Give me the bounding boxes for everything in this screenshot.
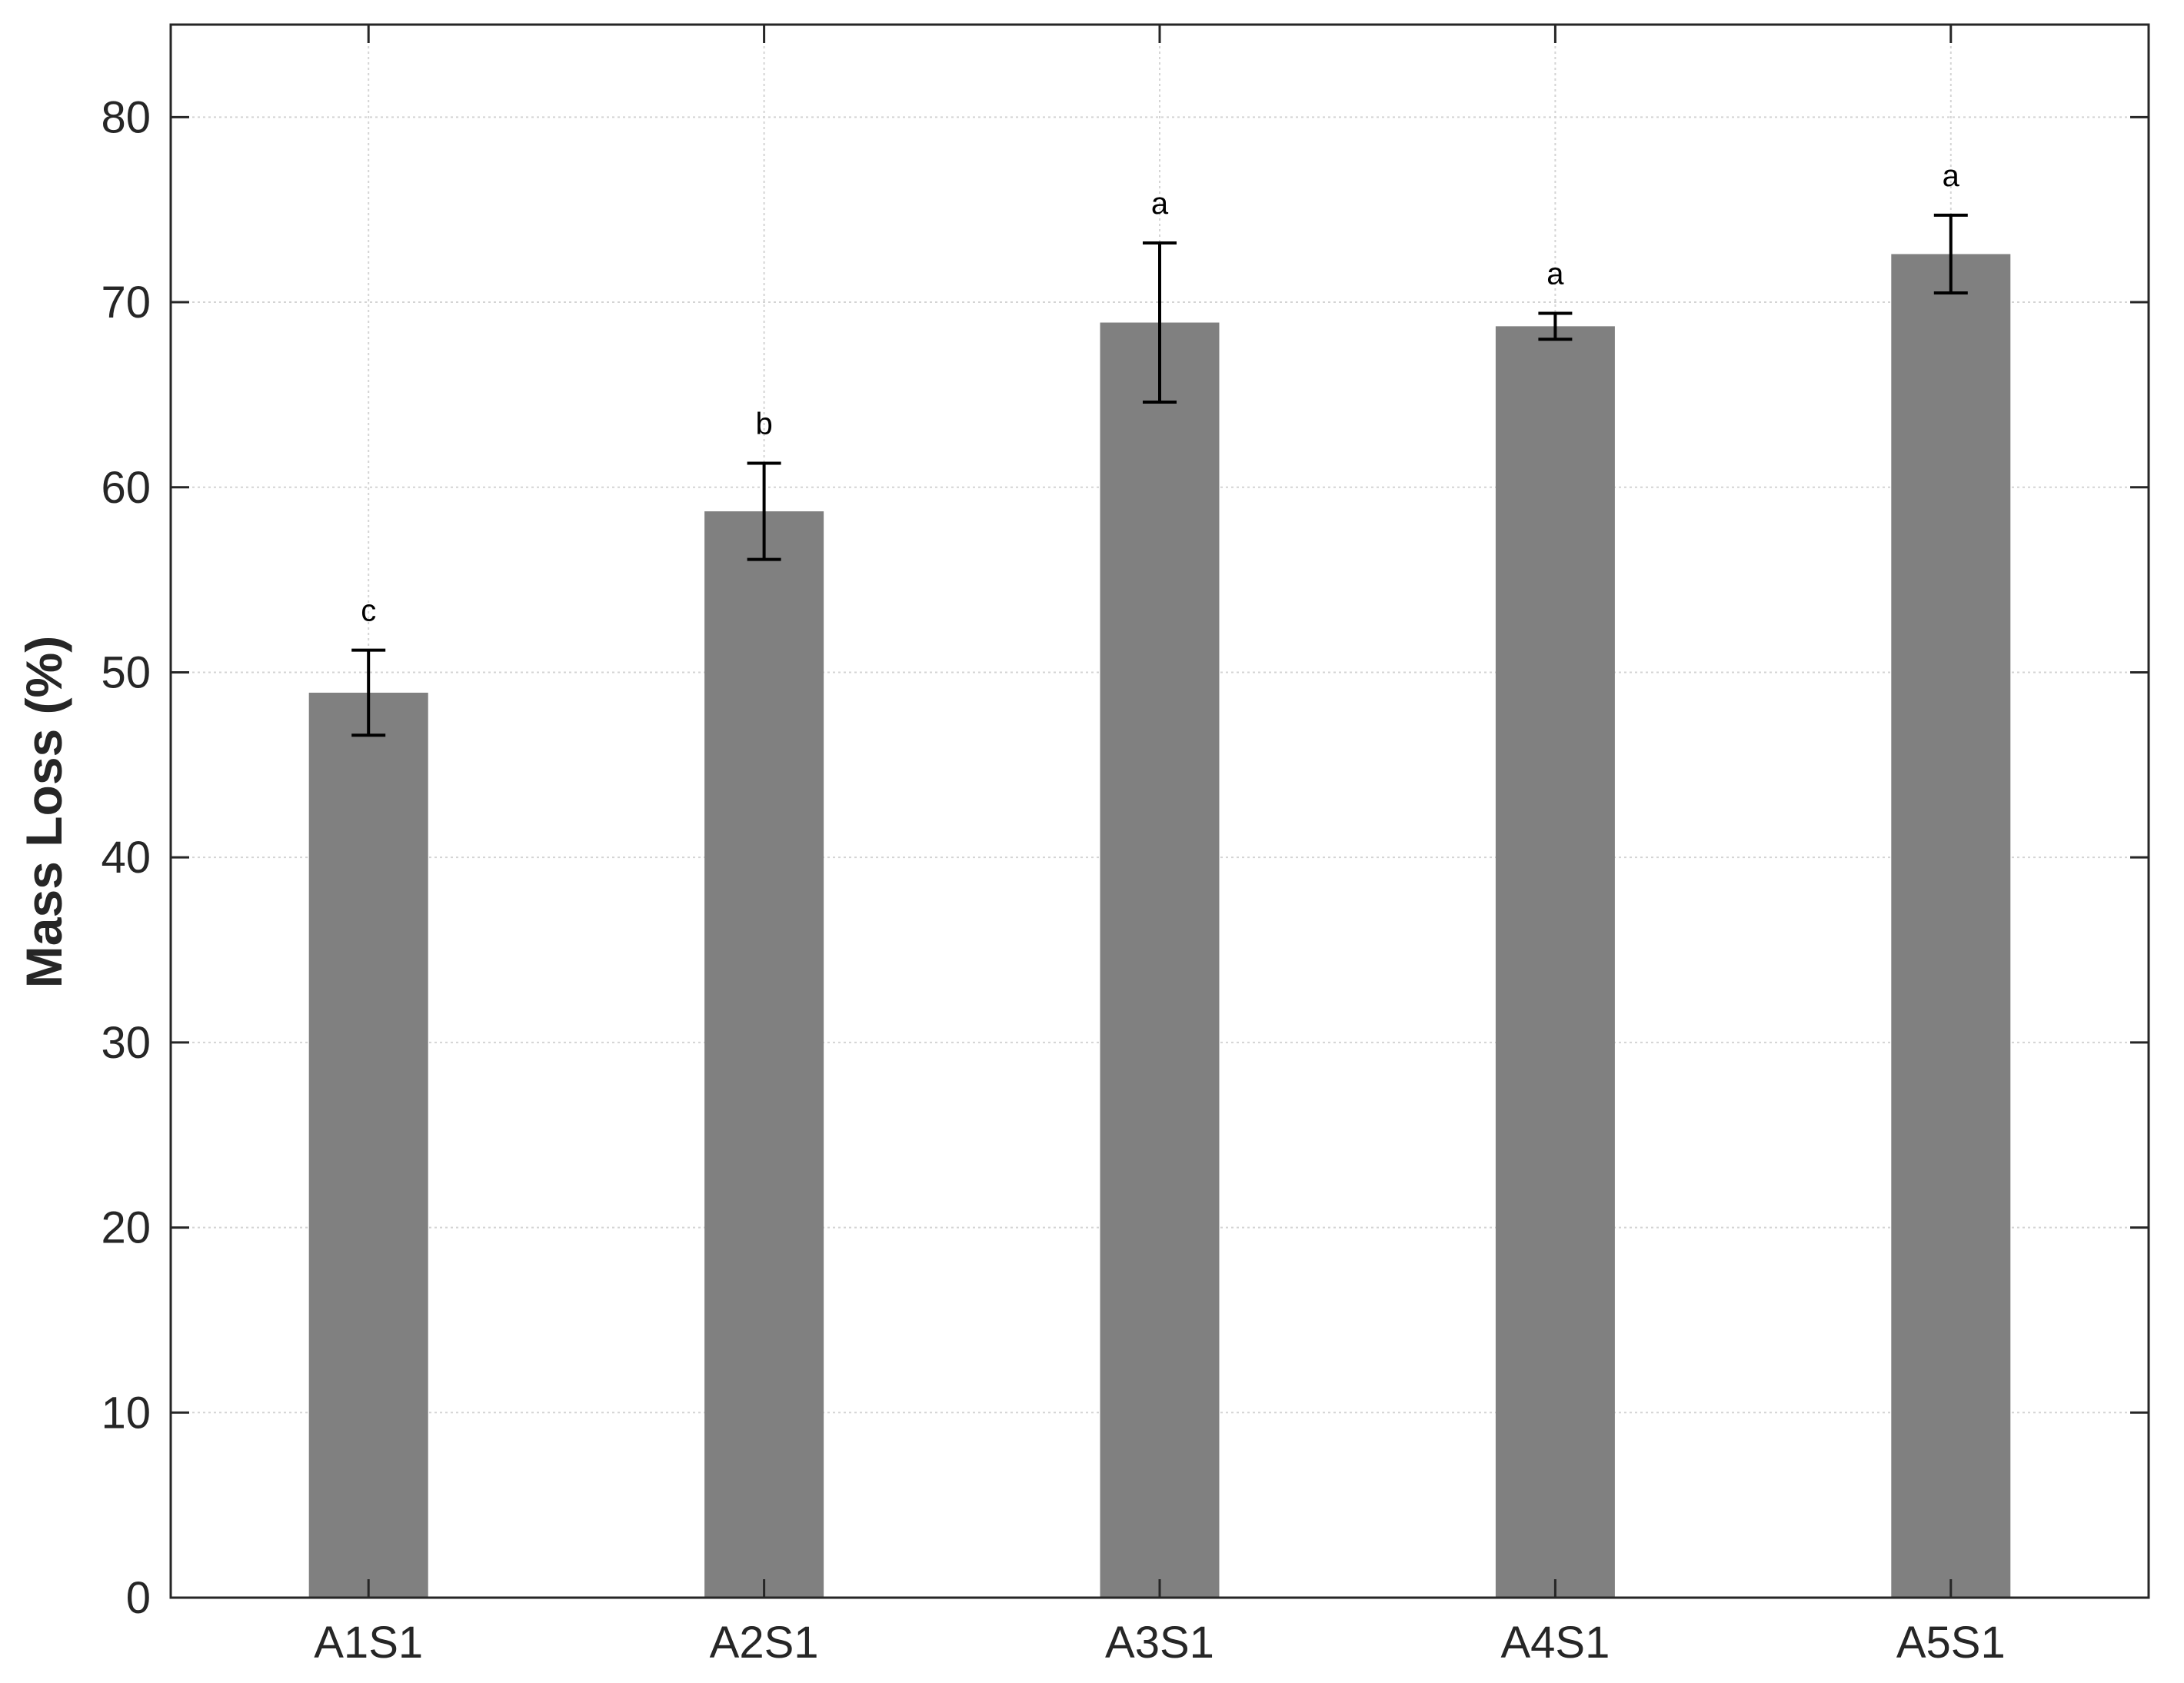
significance-label: a [1546, 258, 1564, 291]
x-tick-label: A1S1 [314, 1618, 423, 1668]
significance-label-layer: c b a a a [361, 159, 1959, 628]
y-tick-label: 0 [126, 1573, 151, 1623]
bar-a1s1 [308, 692, 428, 1598]
bar-a2s1 [704, 511, 824, 1598]
bar-layer [308, 254, 2011, 1598]
y-tick-label: 30 [101, 1018, 151, 1068]
y-tick-label: 40 [101, 833, 151, 883]
significance-label: b [755, 407, 772, 441]
axis-layer [169, 23, 2150, 1599]
x-tick-label: A2S1 [710, 1618, 819, 1668]
error-bar-layer [351, 213, 1968, 737]
x-tick-label: A4S1 [1500, 1618, 1610, 1668]
significance-label: a [1943, 159, 1960, 193]
y-tick-label: 10 [101, 1388, 151, 1438]
y-tick-label: 50 [101, 647, 151, 697]
y-tick-label-layer: 0 10 20 30 40 50 60 70 80 [101, 92, 151, 1623]
bar-a4s1 [1495, 326, 1615, 1598]
x-tick-label: A5S1 [1896, 1618, 2006, 1668]
significance-label: a [1151, 187, 1169, 221]
y-axis-title: Mass Loss (%) [15, 636, 72, 988]
significance-label: c [361, 594, 376, 628]
x-tick-label-layer: A1S1 A2S1 A3S1 A4S1 A5S1 [314, 1618, 2005, 1668]
y-tick-label: 70 [101, 278, 151, 328]
y-tick-label: 20 [101, 1203, 151, 1253]
bar-a3s1 [1100, 322, 1220, 1598]
y-tick-label: 60 [101, 463, 151, 513]
bar-a5s1 [1891, 254, 2011, 1598]
x-tick-label: A3S1 [1105, 1618, 1214, 1668]
y-tick-label: 80 [101, 92, 151, 142]
